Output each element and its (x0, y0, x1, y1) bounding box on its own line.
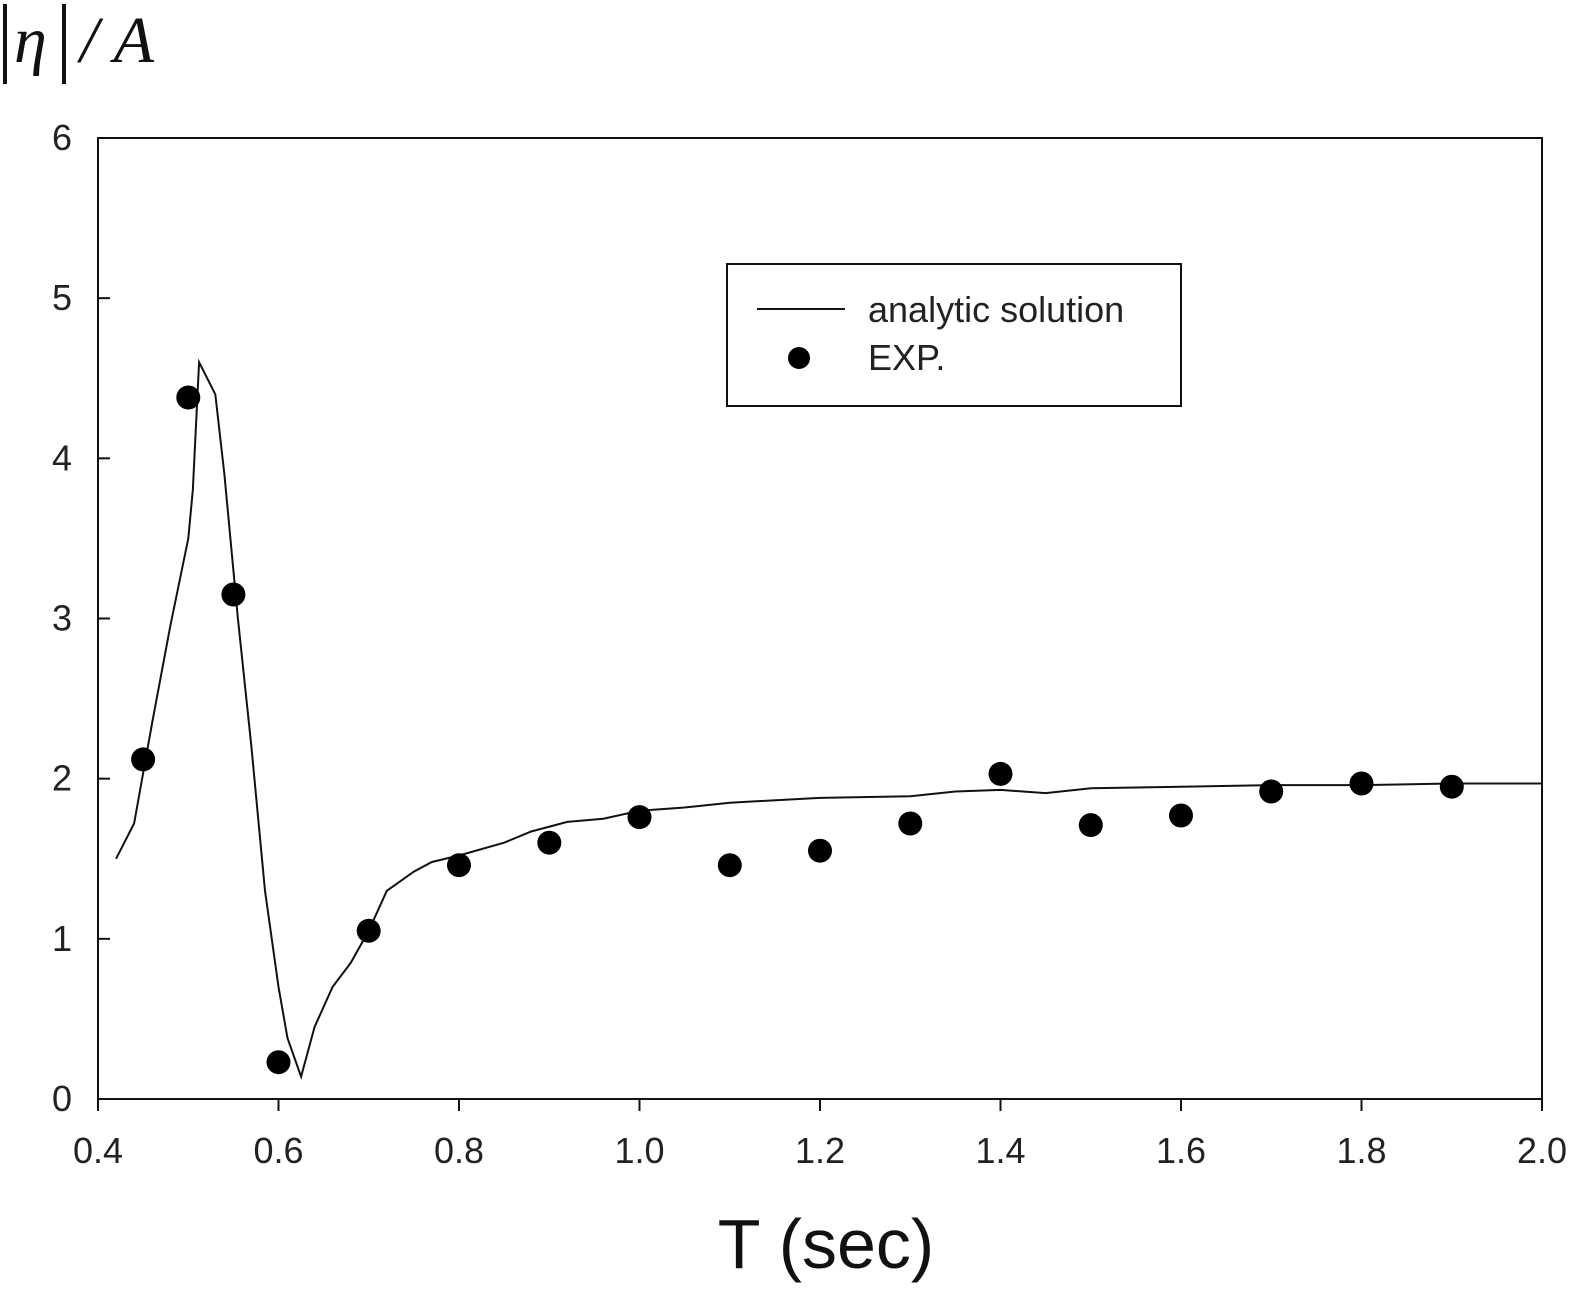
y-tick-label: 1 (52, 918, 72, 959)
x-tick-label: 0.4 (73, 1130, 123, 1171)
exp-data-point (176, 385, 201, 410)
exp-data-point (808, 838, 832, 863)
x-tick-label: 1.2 (795, 1130, 845, 1171)
y-axis-label: η / A (3, 4, 155, 84)
x-tick-label: 0.8 (434, 1130, 484, 1171)
y-label-symbol: η (14, 4, 47, 77)
x-tick-label: 2.0 (1517, 1130, 1567, 1171)
y-ticks: 0 1 2 3 4 5 6 (52, 117, 110, 1119)
legend-box (726, 263, 1182, 407)
y-tick-label: 6 (52, 117, 72, 158)
exp-data-point (356, 918, 381, 943)
y-tick-label: 2 (52, 758, 72, 799)
exp-data-point (1259, 779, 1284, 804)
series-exp-points (131, 385, 1464, 1075)
x-tick-label: 1.4 (975, 1130, 1025, 1171)
exp-data-point (1169, 803, 1193, 828)
legend-label-analytic-solution: analytic solution (868, 289, 1124, 330)
exp-data-point (537, 830, 562, 855)
exp-data-point (447, 853, 471, 878)
exp-data-point (266, 1050, 291, 1075)
exp-data-point (1078, 813, 1103, 838)
x-axis-label: T (sec) (718, 1205, 935, 1283)
x-tick-label: 1.6 (1156, 1130, 1206, 1171)
exp-data-point (898, 811, 923, 836)
x-ticks: 0.4 0.6 0.8 1.0 1.2 1.4 1.6 1.8 2.0 (73, 1099, 1567, 1171)
y-tick-label: 5 (52, 277, 72, 318)
y-label-suffix: / A (76, 4, 155, 77)
legend-point-swatch (788, 347, 810, 369)
exp-data-point (988, 761, 1013, 786)
y-tick-label: 4 (52, 437, 72, 478)
y-tick-label: 3 (52, 598, 72, 639)
legend: analytic solution EXP. (726, 263, 1182, 407)
x-tick-label: 0.6 (253, 1130, 303, 1171)
legend-label-exp: EXP. (868, 337, 945, 378)
exp-data-point (717, 853, 742, 878)
series-analytic-solution-line (115, 358, 1542, 1080)
exp-data-point (1349, 771, 1374, 796)
exp-data-point (1439, 774, 1464, 799)
y-tick-label: 0 (52, 1078, 72, 1119)
exp-data-point (131, 747, 156, 772)
x-tick-label: 1.8 (1336, 1130, 1386, 1171)
exp-data-point (221, 582, 246, 607)
x-tick-label: 1.0 (614, 1130, 664, 1171)
exp-data-point (627, 805, 652, 830)
